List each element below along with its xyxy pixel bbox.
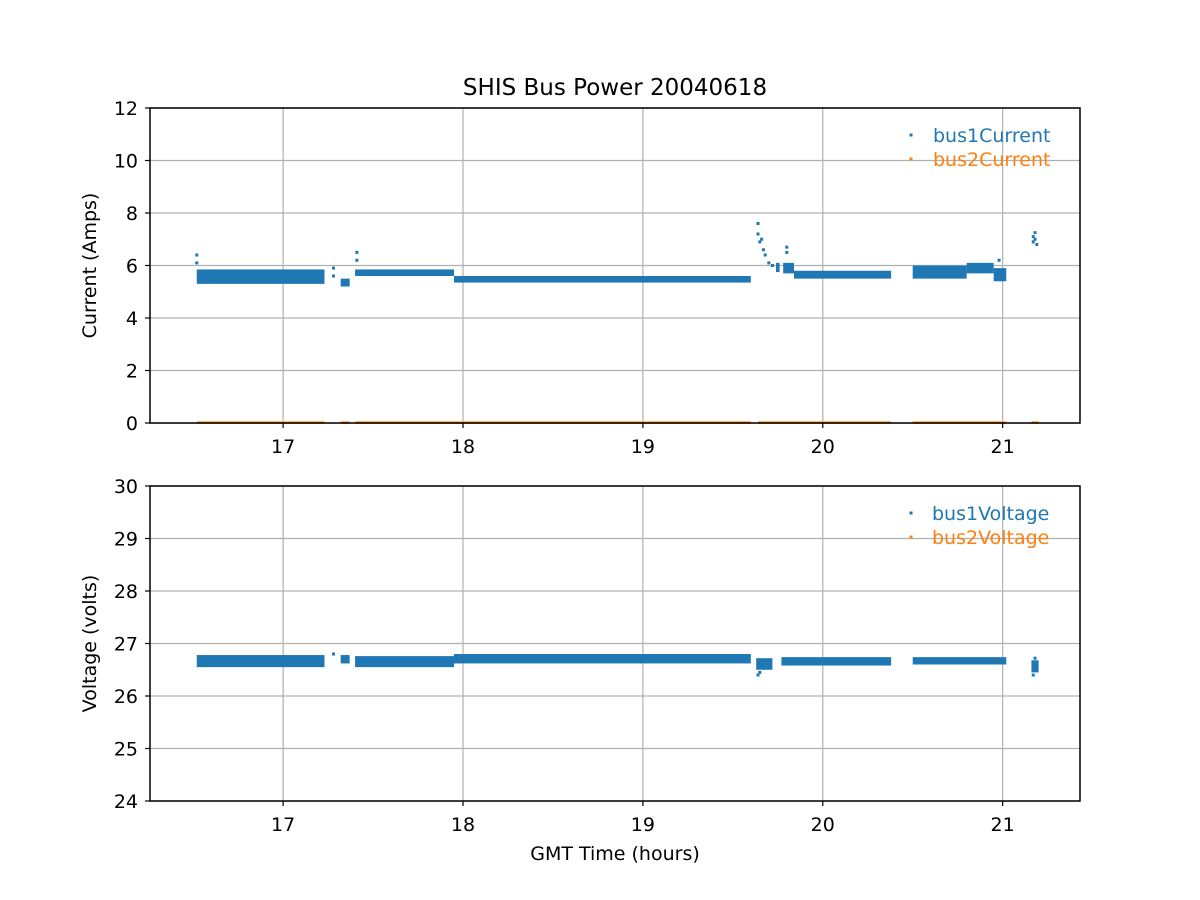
voltage-y-tick-label-26: 26: [114, 686, 138, 708]
bus1voltage-band-2: [355, 656, 455, 668]
current-y-tick-label-2: 2: [126, 361, 138, 383]
bus1current-point-0: [195, 253, 199, 257]
bus1voltage-point-2: [1031, 673, 1035, 677]
current-y-axis-label: Current (Amps): [79, 193, 101, 339]
x-axis-label: GMT Time (hours): [530, 843, 700, 865]
bus1voltage-point-3: [1033, 656, 1037, 660]
bus1voltage-band-0: [196, 655, 325, 668]
bus1current-point-9: [760, 237, 764, 241]
bus1current-point-7: [756, 232, 760, 236]
bus1current-legend-marker: [909, 133, 913, 137]
bus1current-point-20: [1033, 237, 1037, 241]
bus1current-point-1: [195, 261, 199, 265]
bus1voltage-legend-label: bus1Voltage: [932, 503, 1049, 525]
bus1voltage-band-4: [756, 658, 773, 670]
voltage-x-tick-label-20: 20: [811, 814, 835, 836]
bus1voltage-band-6: [912, 657, 1007, 665]
voltage-x-tick-label-21: 21: [991, 814, 1015, 836]
bus1current-point-16: [997, 258, 1001, 262]
bus1voltage-point-1: [758, 670, 762, 674]
bus1current-band-1: [340, 278, 350, 287]
voltage-y-tick-label-25: 25: [114, 739, 138, 761]
bus1current-point-12: [767, 261, 771, 265]
bus1current-legend-label: bus1Current: [933, 125, 1050, 147]
current-gridlines: [150, 107, 1080, 424]
current-tick-layer: 17 18 19 20 21 0 2 4 6 8 10 12: [114, 98, 1015, 458]
bus1voltage-band-5: [781, 657, 892, 666]
current-y-tick-label-8: 8: [126, 203, 138, 225]
bus1current-point-8: [758, 240, 762, 244]
bus1current-point-19: [1033, 231, 1037, 235]
voltage-panel: 17 18 19 20 21 24 25 26 27 28 29 30 Voltage (volts)…: [79, 476, 1081, 865]
current-legend: bus1Current bus2Current: [909, 125, 1050, 171]
voltage-y-tick-label-28: 28: [114, 581, 138, 603]
bus2current-legend-label: bus2Current: [933, 149, 1050, 171]
bus1current-band-0: [196, 269, 325, 284]
bus1current-point-21: [1035, 243, 1039, 246]
bus1voltage-legend-marker: [909, 511, 913, 515]
bus1current-point-17: [1031, 240, 1035, 244]
bus1voltage-band-3: [454, 654, 751, 664]
current-y-tick-label-10: 10: [114, 151, 138, 173]
bus2current-legend-marker: [909, 157, 913, 161]
voltage-y-tick-label-30: 30: [114, 476, 138, 498]
bus1voltage-point-0: [756, 673, 760, 677]
current-y-tick-label-12: 12: [114, 98, 138, 120]
voltage-x-tick-label-17: 17: [271, 814, 295, 836]
voltage-x-tick-label-19: 19: [631, 814, 655, 836]
bus1current-point-18: [1031, 235, 1035, 239]
current-y-tick-label-0: 0: [126, 413, 138, 435]
bus2voltage-legend-label: bus2Voltage: [932, 527, 1049, 549]
bus1current-point-10: [761, 248, 765, 252]
voltage-y-tick-label-29: 29: [114, 529, 138, 551]
current-panel: 17 18 19 20 21 0 2 4 6 8 10 12 Current (Amps) bus1C…: [79, 98, 1081, 458]
bus1current-band-8: [966, 262, 994, 274]
bus1current-point-2: [331, 266, 335, 270]
bus1voltage-band-7: [1031, 660, 1039, 673]
bus1current-point-4: [355, 250, 359, 254]
current-x-tick-label-19: 19: [631, 436, 655, 458]
bus1current-band-7: [912, 265, 967, 279]
bus1current-point-15: [785, 250, 789, 254]
bus1current-point-6: [756, 222, 760, 225]
current-x-tick-label-18: 18: [451, 436, 475, 458]
current-x-tick-label-20: 20: [811, 436, 835, 458]
bus1current-point-14: [785, 245, 789, 249]
bus1current-point-5: [355, 258, 359, 262]
voltage-y-tick-label-24: 24: [114, 791, 138, 813]
bus1current-band-3: [454, 276, 751, 283]
voltage-y-tick-label-27: 27: [114, 634, 138, 656]
bus1current-band-2: [355, 269, 455, 276]
voltage-legend: bus1Voltage bus2Voltage: [909, 503, 1049, 549]
voltage-x-tick-label-18: 18: [451, 814, 475, 836]
bus2voltage-legend-marker: [909, 535, 913, 539]
current-x-tick-label-17: 17: [271, 436, 295, 458]
bus1voltage-point-4: [331, 652, 335, 656]
current-y-tick-label-6: 6: [126, 256, 138, 278]
bus1current-point-13: [770, 264, 774, 267]
chart-title: SHIS Bus Power 20040618: [463, 75, 767, 101]
voltage-y-axis-label: Voltage (volts): [79, 575, 101, 713]
bus1current-point-11: [763, 253, 767, 257]
current-x-tick-label-21: 21: [991, 436, 1015, 458]
bus1current-band-5: [783, 262, 794, 274]
bus1current-band-6: [793, 270, 892, 279]
bus1voltage-band-1: [340, 655, 350, 664]
bus1current-band-4: [775, 262, 780, 273]
current-y-tick-label-4: 4: [126, 308, 138, 330]
voltage-tick-layer: 17 18 19 20 21 24 25 26 27 28 29 30: [114, 476, 1015, 836]
bus1current-band-9: [993, 268, 1007, 282]
voltage-data-layer: [196, 652, 1039, 677]
bus1current-point-3: [331, 274, 335, 278]
